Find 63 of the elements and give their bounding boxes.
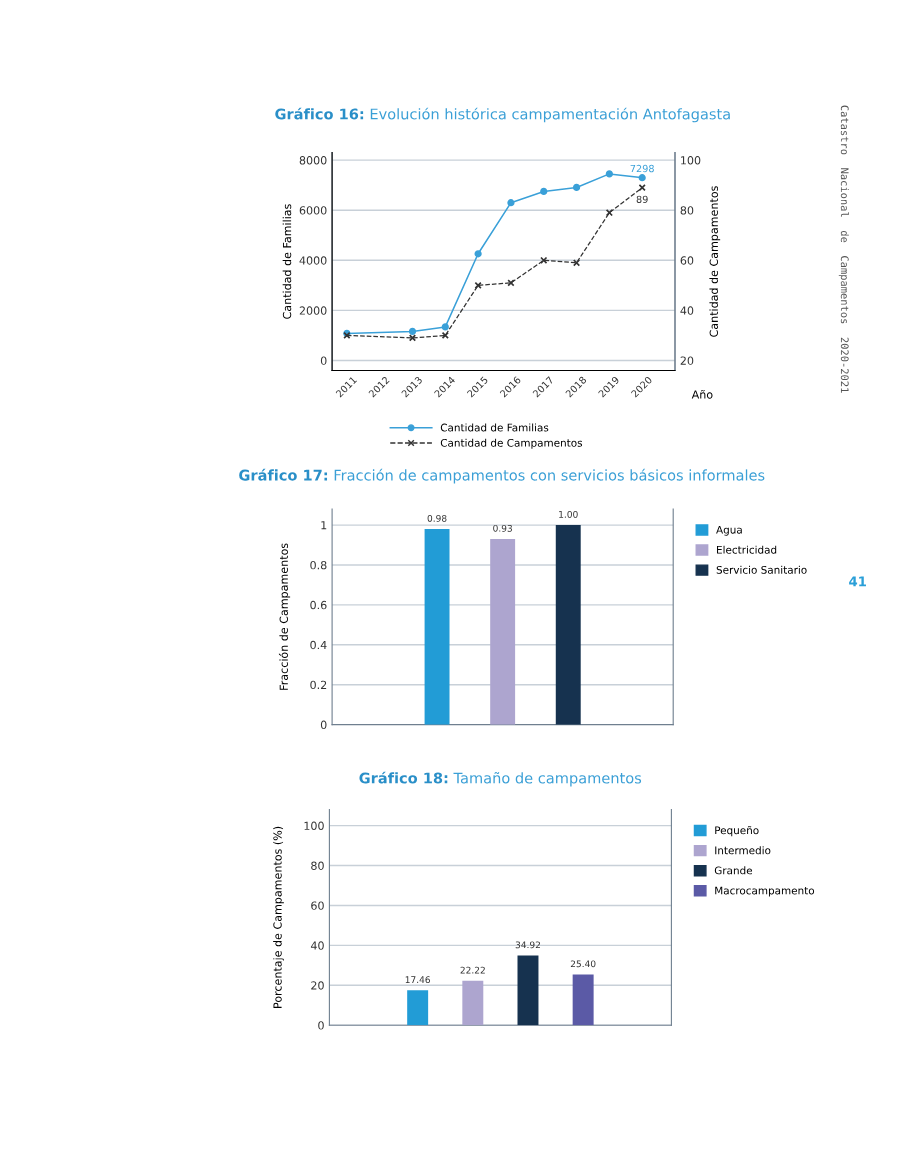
chart-title: Gráfico 16: Evolución histórica campamentación Antofagasta [275,107,730,123]
x-axis-title: Año [691,389,713,399]
y2-tick-label: 80 [680,206,694,215]
point [441,323,449,331]
data-label: 89 [636,195,648,203]
y-tick-label: 0.8 [310,560,327,570]
y-axis-title: Porcentaje de Campamentos (%) [273,826,284,1008]
data-label: 0.93 [493,524,512,532]
y2-tick-label: 20 [680,356,694,365]
point [540,187,548,196]
y-tick-label: 0 [320,356,327,365]
y-axis-title: Fracción de Campamentos [278,543,291,690]
text: Catastro Nacional de Campamentos 2020-2021 [838,105,849,393]
y-tick-label: 0.6 [310,600,327,610]
point [441,331,449,340]
y-tick-label: 0 [318,1021,324,1030]
y-tick-label: 80 [311,861,324,870]
legend-label: Macrocampamento [715,886,815,897]
legend-label: Agua [716,525,742,536]
data-label: 1.00 [559,510,578,518]
y-tick-label: 8000 [299,156,327,165]
y2-tick-label: 60 [680,256,694,265]
legend-label: Electricidad [717,545,777,554]
point [605,170,613,178]
y2-tick-label: 40 [680,306,694,315]
legend-label: Grande [714,866,753,875]
y-tick-label: 0.4 [310,640,327,650]
legend-label: Cantidad de Familias [440,423,549,432]
y-tick-label: 100 [304,821,324,831]
point [474,250,482,258]
y2-tick-label: 100 [681,156,701,165]
y-tick-label: 0.2 [310,680,327,690]
y-tick-label: 4000 [299,256,327,265]
data-label: 17.46 [405,976,431,984]
data-label: 0.98 [427,514,447,522]
point [507,279,515,287]
legend-label: Intermedio [715,846,771,855]
y-tick-label: 60 [311,901,324,910]
legend-label: Pequeño [715,825,759,837]
data-label: 25.40 [570,960,596,968]
data-label: 22.22 [460,966,485,974]
y-tick-label: 40 [310,941,324,950]
y-tick-label: 1 [321,521,327,530]
data-label: 34.92 [515,941,540,949]
chart-title: Gráfico 17: Fracción de campamentos con servicios básicos informales [239,468,765,484]
y-axis-title: Cantidad de Familias [282,204,292,319]
point [540,256,548,264]
y-tick-label: 6000 [299,206,327,215]
y2-axis-title: Cantidad de Campamentos [709,186,721,337]
point [638,184,646,192]
y-tick-label: 20 [311,981,324,990]
data-label: 7298 [630,164,654,173]
legend-label: Cantidad de Campamentos [440,438,583,449]
point [408,327,417,336]
text: 41 [849,576,866,587]
chart-title: Gráfico 18: Tamaño de campamentos [359,771,642,787]
legend-label: Servicio Sanitario [716,565,807,574]
point [572,183,581,192]
y-tick-label: 2000 [299,306,327,315]
point [605,209,613,217]
point [507,199,515,207]
point [638,174,646,182]
y-tick-label: 0 [320,720,327,730]
